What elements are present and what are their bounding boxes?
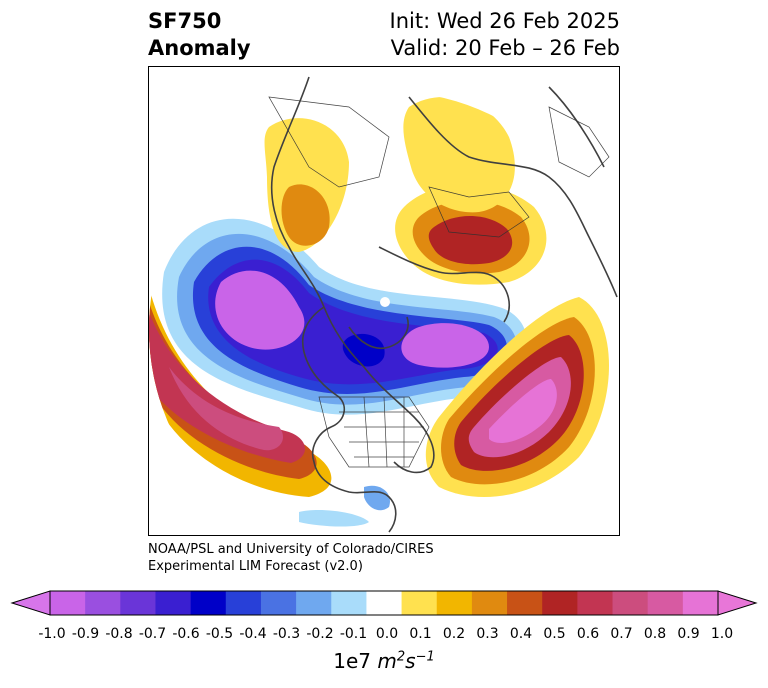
colorbar-ticks: -1.0 -0.9 -0.8 -0.7 -0.6 -0.5 -0.4 -0.3 -0.2 -0.1… bbox=[0, 626, 768, 646]
colorbar-tick-label: -0.2 bbox=[306, 626, 334, 642]
colorbar bbox=[10, 590, 758, 616]
colorbar-tick-label: -0.4 bbox=[239, 626, 267, 642]
colorbar-cell bbox=[155, 591, 192, 615]
credits-line-2: Experimental LIM Forecast (v2.0) bbox=[148, 559, 363, 574]
colorbar-min-extend bbox=[10, 590, 51, 616]
colorbar-cell bbox=[331, 591, 367, 615]
colorbar-cell bbox=[296, 591, 332, 615]
country-borders bbox=[268, 96, 610, 468]
colorbar-tick-label: 0.6 bbox=[576, 626, 600, 642]
colorbar-cell bbox=[190, 591, 227, 615]
credits: NOAA/PSL and University of Colorado/CIRE… bbox=[148, 541, 434, 575]
north-pole-marker bbox=[380, 297, 390, 307]
colorbar-cell bbox=[647, 591, 684, 615]
init-date-label: Init: Wed 26 Feb 2025 bbox=[389, 9, 620, 33]
colorbar-tick-label: 0.1 bbox=[409, 626, 432, 642]
colorbar-cell bbox=[120, 591, 156, 615]
variable-label: SF750 bbox=[148, 9, 222, 33]
colorbar-cell bbox=[436, 591, 473, 615]
anomaly-map bbox=[149, 67, 619, 535]
colorbar-cell bbox=[366, 591, 403, 615]
colorbar-tick-label: 1.0 bbox=[710, 626, 734, 642]
colorbar-cell bbox=[612, 591, 649, 615]
colorbar-tick-label: 0.9 bbox=[677, 626, 700, 642]
colorbar-cell bbox=[85, 591, 121, 615]
colorbar-tick-label: -0.8 bbox=[105, 626, 133, 642]
colorbar-scale: 1e7 bbox=[333, 649, 372, 673]
colorbar-tick-label: -0.1 bbox=[339, 626, 368, 642]
plot-title-left: SF750 Anomaly bbox=[148, 8, 251, 62]
colorbar-outline bbox=[49, 590, 719, 616]
colorbar-cell bbox=[682, 591, 719, 615]
plot-title-right: Init: Wed 26 Feb 2025 Valid: 20 Feb – 26… bbox=[390, 8, 620, 62]
colorbar-tick-label: 0.3 bbox=[476, 626, 499, 642]
valid-range-label: Valid: 20 Feb – 26 Feb bbox=[390, 36, 620, 60]
colorbar-max-extend bbox=[717, 590, 758, 616]
colorbar-cell bbox=[401, 591, 438, 615]
colorbar-tick-label: -1.0 bbox=[38, 626, 66, 642]
colorbar-cell bbox=[225, 591, 262, 615]
colorbar-tick-label: -0.5 bbox=[205, 626, 234, 642]
colorbar-tick-label: -0.3 bbox=[272, 626, 301, 642]
colorbar-cell bbox=[260, 591, 297, 615]
anomaly-label: Anomaly bbox=[148, 36, 251, 60]
colorbar-tick-label: -0.6 bbox=[172, 626, 200, 642]
colorbar-cell bbox=[50, 591, 86, 615]
colorbar-tick-label: 0.2 bbox=[442, 626, 466, 642]
colorbar-cell bbox=[471, 591, 508, 615]
colorbar-tick-label: 0.7 bbox=[610, 626, 633, 642]
coastlines bbox=[270, 76, 618, 533]
anomaly-field bbox=[149, 97, 609, 527]
credits-line-1: NOAA/PSL and University of Colorado/CIRE… bbox=[148, 542, 434, 557]
colorbar-cell bbox=[577, 591, 614, 615]
colorbar-tick-label: -0.7 bbox=[138, 626, 167, 642]
colorbar-tick-label: 0.8 bbox=[643, 626, 667, 642]
colorbar-tick-label: 0.5 bbox=[543, 626, 566, 642]
colorbar-tick-label: -0.9 bbox=[71, 626, 100, 642]
colorbar-tick-label: 0.4 bbox=[509, 626, 533, 642]
colorbar-cell bbox=[542, 591, 578, 615]
map-panel bbox=[148, 66, 620, 536]
colorbar-cells bbox=[50, 591, 719, 615]
colorbar-label: 1e7 m2s−1 bbox=[333, 649, 435, 673]
colorbar-tick-label: 0.0 bbox=[375, 626, 399, 642]
colorbar-cell bbox=[507, 591, 543, 615]
